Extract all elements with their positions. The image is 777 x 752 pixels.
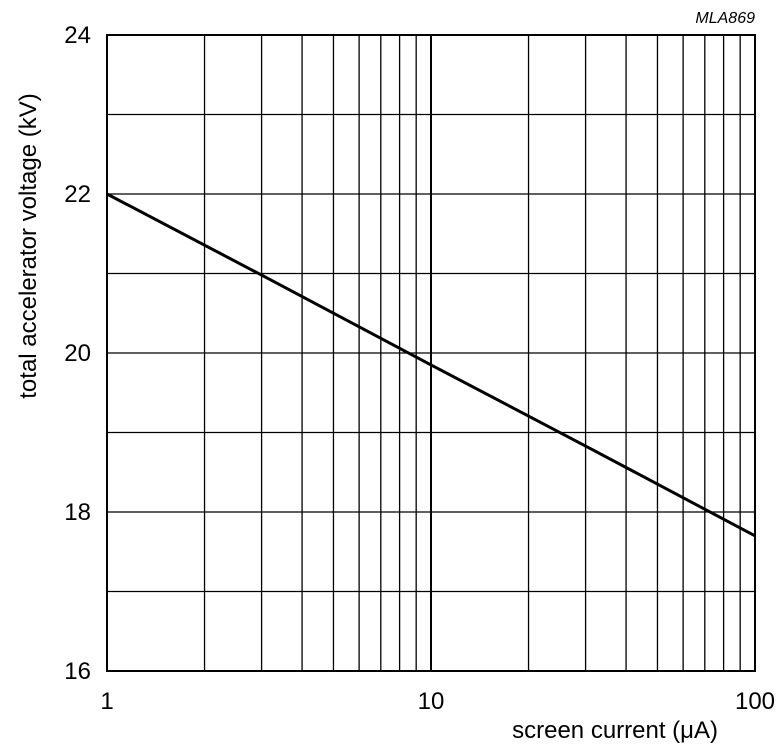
x-tick-label: 1	[100, 688, 113, 715]
x-axis-label: screen current (μA)	[512, 717, 718, 744]
plot-frame	[106, 34, 756, 672]
x-tick-label: 100	[735, 688, 775, 715]
horizontal-grid	[107, 113, 755, 593]
y-tick-label: 24	[64, 22, 91, 49]
y-axis-label: total accelerator voltage (kV)	[15, 93, 42, 398]
y-tick-label: 18	[64, 499, 91, 526]
y-tick-label: 16	[64, 658, 91, 685]
x-axis-tick-labels: 1 10 100	[100, 688, 775, 715]
x-tick-label: 10	[418, 688, 445, 715]
voltage-current-line	[106, 192, 756, 538]
y-tick-label: 22	[64, 181, 91, 208]
figure-code: MLA869	[695, 10, 755, 27]
y-tick-label: 20	[64, 340, 91, 367]
y-axis-tick-labels: 16 18 20 22 24	[64, 22, 91, 685]
